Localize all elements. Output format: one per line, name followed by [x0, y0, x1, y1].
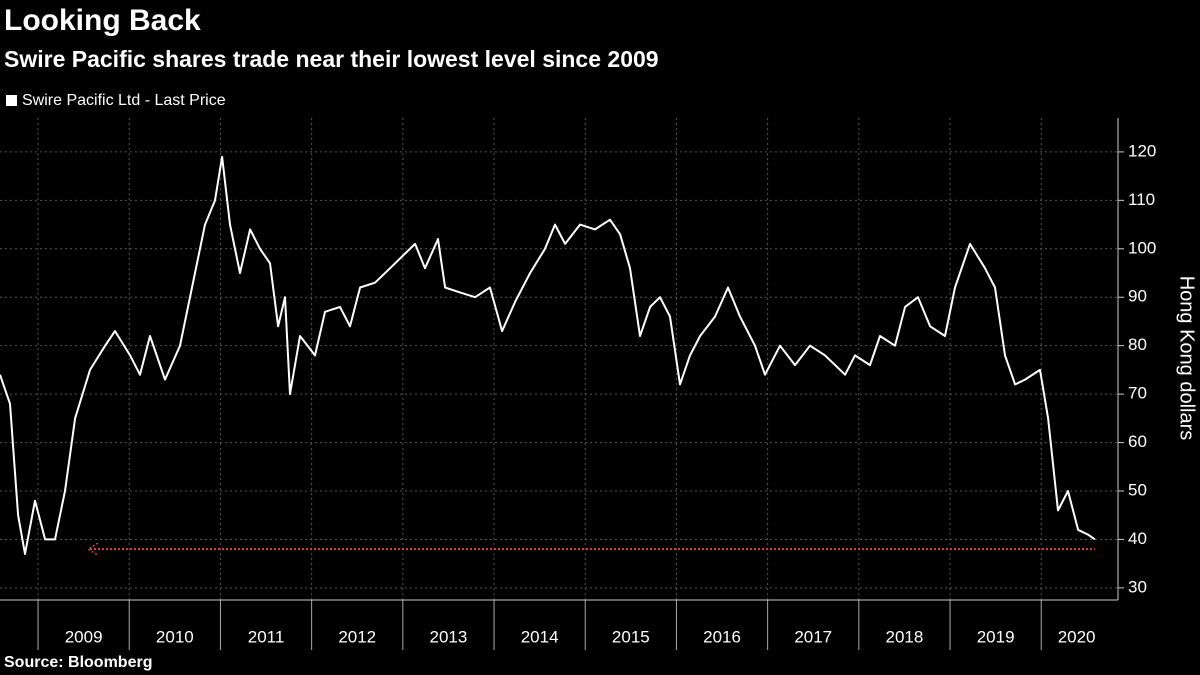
y-tick-label: 100 [1128, 238, 1156, 257]
y-tick-label: 30 [1128, 577, 1147, 596]
y-tick-label: 60 [1128, 432, 1147, 451]
x-tick-label: 2016 [703, 627, 741, 646]
x-tick-label: 2015 [612, 627, 650, 646]
x-tick-label: 2020 [1058, 627, 1096, 646]
x-tick-label: 2013 [430, 627, 468, 646]
y-tick-label: 80 [1128, 335, 1147, 354]
y-tick-label: 110 [1128, 190, 1155, 209]
chart-title: Looking Back [4, 4, 201, 37]
x-tick-label: 2010 [156, 627, 194, 646]
x-tick-label: 2009 [65, 627, 103, 646]
reference-arrow [86, 542, 99, 556]
source: Source: Bloomberg [4, 654, 152, 671]
chart-subtitle: Swire Pacific shares trade near their lo… [4, 46, 659, 72]
legend-swatch [6, 95, 17, 106]
y-tick-label: 40 [1128, 529, 1147, 548]
x-tick-label: 2012 [338, 627, 376, 646]
y-tick-label: 90 [1128, 287, 1147, 306]
x-tick-label: 2017 [794, 627, 832, 646]
y-tick-label: 120 [1128, 141, 1156, 160]
x-tick-label: 2019 [977, 627, 1015, 646]
y-axis-label: Hong Kong dollars [1176, 276, 1198, 441]
x-tick-label: 2011 [248, 627, 285, 646]
legend-label: Swire Pacific Ltd - Last Price [22, 92, 226, 109]
price-line [0, 155, 1096, 555]
y-tick-label: 50 [1128, 480, 1147, 499]
x-tick-label: 2014 [521, 627, 559, 646]
y-tick-label: 70 [1128, 384, 1147, 403]
x-tick-label: 2018 [886, 627, 924, 646]
